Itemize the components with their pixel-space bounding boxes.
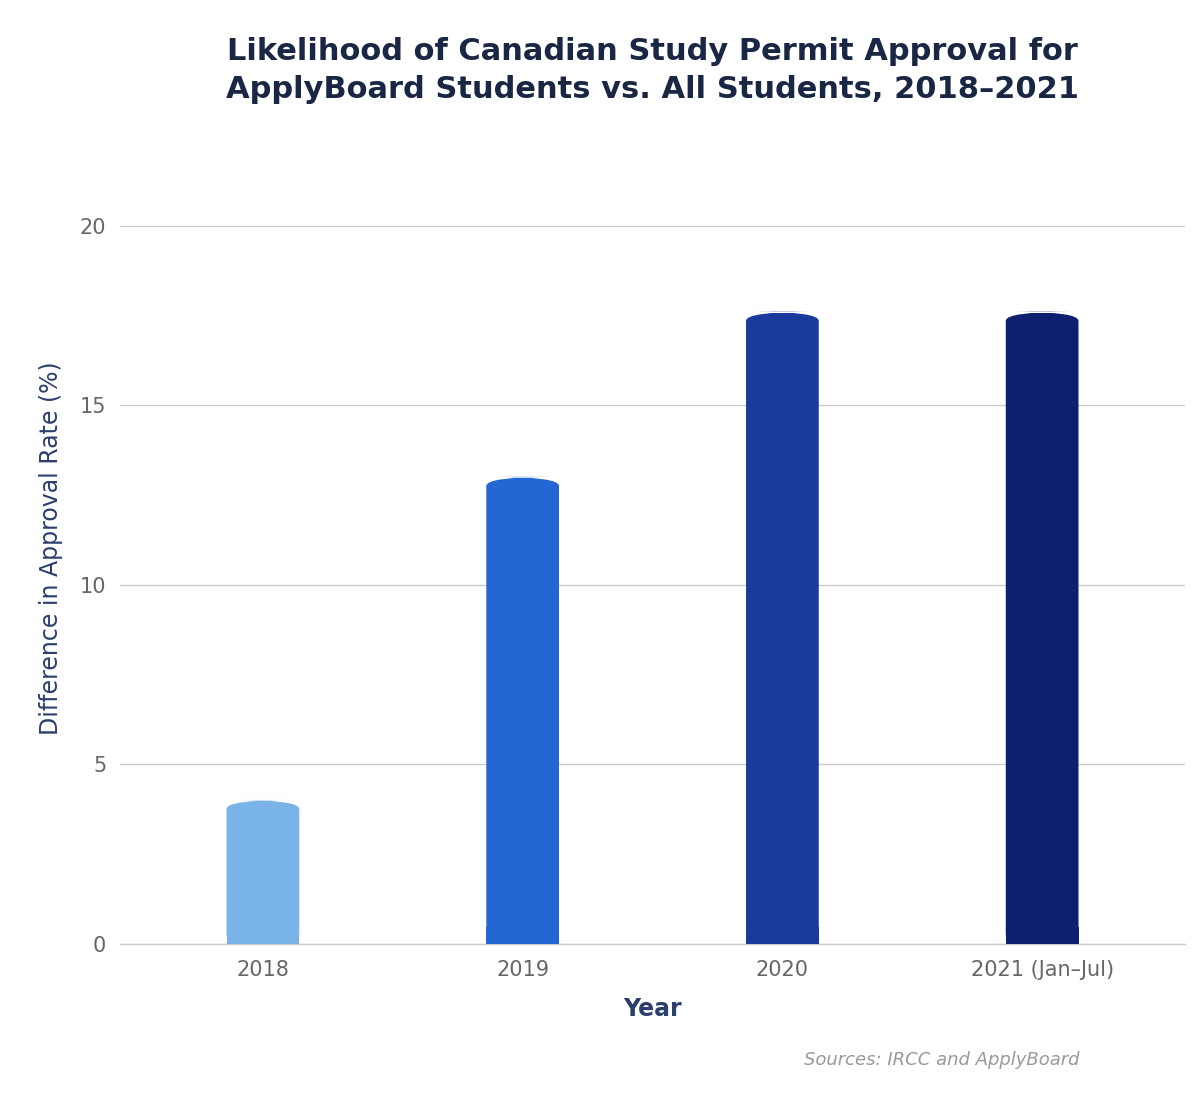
FancyBboxPatch shape — [746, 312, 818, 943]
Bar — [227, 928, 299, 943]
Title: Likelihood of Canadian Study Permit Approval for
ApplyBoard Students vs. All Stu: Likelihood of Canadian Study Permit Appr… — [226, 37, 1079, 105]
FancyBboxPatch shape — [227, 800, 299, 943]
FancyBboxPatch shape — [1006, 312, 1079, 943]
Bar — [486, 928, 559, 943]
Text: Sources: IRCC and ApplyBoard: Sources: IRCC and ApplyBoard — [804, 1051, 1080, 1069]
X-axis label: Year: Year — [623, 997, 682, 1020]
FancyBboxPatch shape — [486, 477, 559, 943]
Y-axis label: Difference in Approval Rate (%): Difference in Approval Rate (%) — [38, 361, 64, 735]
Bar — [1006, 928, 1079, 943]
Bar — [746, 928, 818, 943]
